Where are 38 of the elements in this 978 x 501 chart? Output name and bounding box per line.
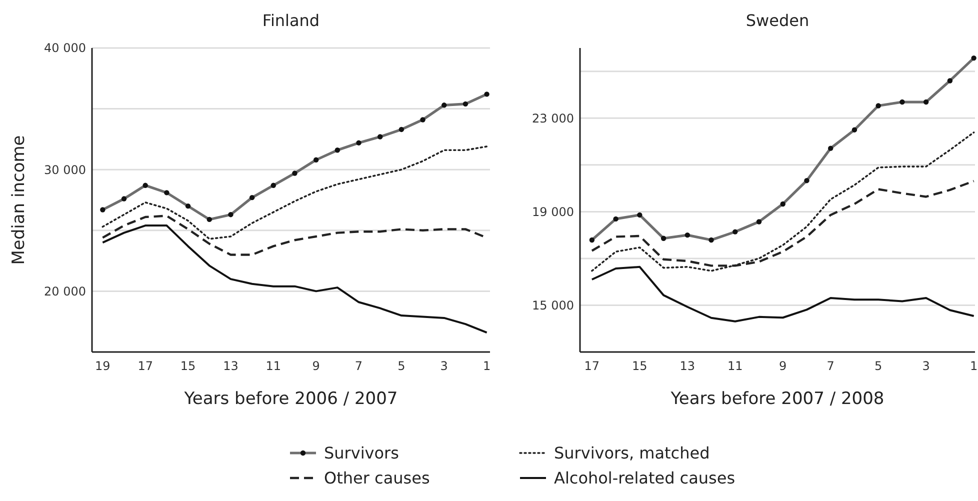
x-tick-label: 17 xyxy=(584,359,600,373)
x-tick-label: 15 xyxy=(180,359,196,373)
x-tick-label: 1 xyxy=(970,359,978,373)
line-series xyxy=(102,146,488,240)
x-tick-label: 17 xyxy=(138,359,153,373)
x-tick-label: 13 xyxy=(680,359,696,373)
legend-label: Other causes xyxy=(324,468,430,488)
chart-title: Finland xyxy=(262,11,320,30)
x-tick-label: 1 xyxy=(482,359,491,373)
y-tick-label: 40 000 xyxy=(44,41,86,56)
legend-label: Survivors xyxy=(324,444,399,463)
legend-label: Alcohol-related causes xyxy=(554,468,736,488)
x-tick-label: 5 xyxy=(874,359,882,373)
x-tick-label: 9 xyxy=(779,359,787,373)
y-tick-label: 23 000 xyxy=(532,111,574,126)
y-tick-label: 19 000 xyxy=(532,204,574,219)
x-tick-label: 7 xyxy=(826,359,834,373)
x-tick-label: 3 xyxy=(440,359,448,373)
y-tick-label: 15 000 xyxy=(532,298,574,312)
line-series xyxy=(590,266,975,322)
y-tick-label: 20 000 xyxy=(44,284,86,298)
line-series xyxy=(102,224,488,334)
y-axis-title: Median income xyxy=(9,135,29,265)
x-axis-title: Years before 2007 / 2008 xyxy=(670,389,884,409)
x-tick-label: 15 xyxy=(632,359,648,373)
y-tick-label: 30 000 xyxy=(44,162,86,177)
x-tick-label: 13 xyxy=(223,359,238,373)
x-tick-label: 11 xyxy=(727,359,743,373)
x-tick-label: 3 xyxy=(922,359,930,373)
x-tick-label: 19 xyxy=(95,359,110,373)
x-tick-label: 9 xyxy=(312,359,320,373)
x-tick-label: 11 xyxy=(266,359,282,373)
x-tick-label: 5 xyxy=(398,359,406,373)
line-series xyxy=(591,132,975,272)
chart-title: Sweden xyxy=(746,11,810,30)
legend-label: Survivors, matched xyxy=(554,444,710,463)
x-tick-label: 7 xyxy=(354,359,363,373)
x-axis-title: Years before 2006 / 2007 xyxy=(183,389,398,409)
